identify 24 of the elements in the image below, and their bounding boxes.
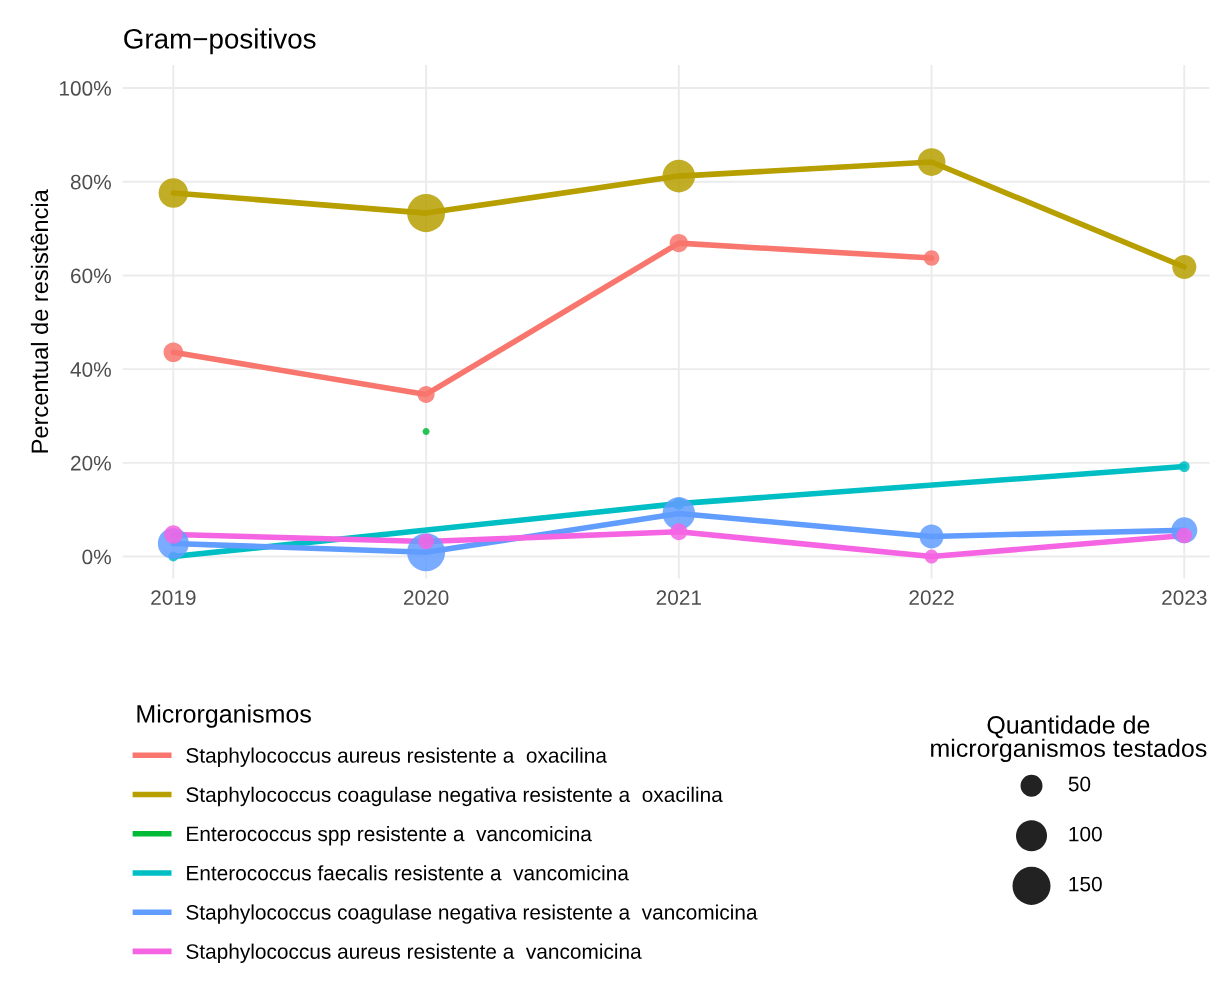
y-tick-label: 60% bbox=[71, 268, 111, 284]
x-tick-label: 2023 bbox=[1162, 590, 1207, 605]
y-tick-label: 20% bbox=[71, 455, 111, 471]
legend-label: Enterococcus spp resistente a vancomicina bbox=[187, 825, 592, 846]
y-tick-label: 0% bbox=[82, 549, 111, 565]
y-axis-title: Percentual de resistência bbox=[30, 189, 49, 453]
x-tick-label: 2022 bbox=[909, 590, 954, 605]
x-tick-label: 2019 bbox=[151, 590, 196, 605]
legend-label: Staphylococcus aureus resistente a oxacilina bbox=[186, 747, 607, 767]
y-tick-label: 100% bbox=[60, 81, 111, 96]
y-tick-label: 40% bbox=[70, 362, 111, 377]
legend-label: Staphylococcus aureus resistente a vancomicina bbox=[186, 943, 642, 964]
text: Quantidade de microrganismos testados bbox=[931, 715, 1207, 763]
y-tick-label: 80% bbox=[70, 174, 111, 190]
chart-title: Gram−positivos bbox=[124, 28, 316, 55]
legend-label: 150 bbox=[1069, 876, 1102, 892]
legend-label: Staphylococcus coagulase negativa resistente a vancomicina bbox=[186, 904, 758, 924]
legend-label: 100 bbox=[1069, 826, 1102, 842]
legend-label: 50 bbox=[1068, 776, 1091, 792]
legend-label: Staphylococcus coagulase negativa resistente a oxacilina bbox=[186, 786, 723, 807]
x-tick-label: 2021 bbox=[656, 590, 701, 605]
legend-label: Enterococcus faecalis resistente a vancomicina bbox=[187, 865, 629, 881]
legend-title: Microrganismos bbox=[137, 704, 311, 728]
x-tick-label: 2020 bbox=[403, 590, 449, 605]
